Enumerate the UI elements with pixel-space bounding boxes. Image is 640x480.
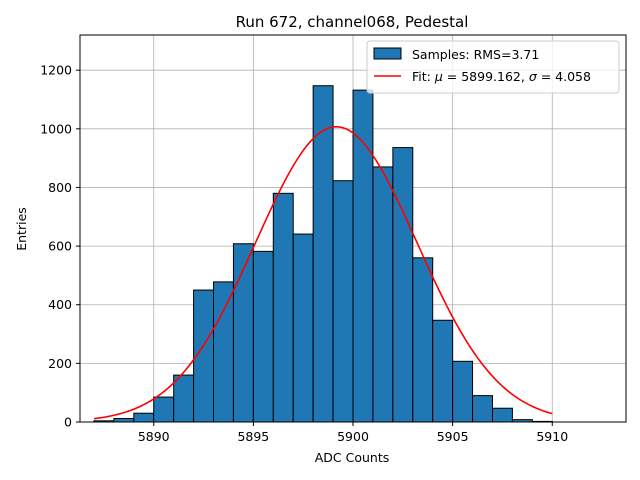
histogram-bar: [252, 250, 274, 423]
x-tick-label: 5905: [437, 429, 469, 444]
legend-box: [366, 40, 620, 94]
legend-swatch-samples: [373, 47, 402, 60]
gaussian-fit-curve: [93, 125, 553, 420]
histogram-bar: [292, 233, 314, 423]
histogram-bar: [213, 281, 234, 423]
histogram-bar: [113, 417, 135, 423]
histogram-bar: [392, 147, 414, 423]
legend: Samples: RMS=3.71 Fit: μ = 5899.162, σ =…: [366, 40, 620, 94]
histogram-bar: [412, 257, 434, 423]
legend-label-fit: Fit: μ = 5899.162, σ = 4.058: [412, 69, 591, 84]
y-tick-label: 400: [48, 297, 72, 312]
histogram-bar: [272, 192, 294, 423]
x-tick-label: 5910: [536, 429, 568, 444]
y-axis-label: Entries: [14, 207, 29, 251]
histogram-bar: [173, 374, 195, 423]
y-axis-ticks: 0 200 400 600 800 1000 1200: [40, 63, 80, 430]
y-tick-label: 1200: [40, 63, 72, 78]
histogram-bar: [452, 360, 474, 423]
y-tick-label: 600: [48, 239, 72, 254]
x-axis-label: ADC Counts: [315, 450, 390, 465]
x-tick-label: 5890: [138, 429, 170, 444]
histogram-bar: [153, 396, 175, 423]
histogram-bar: [133, 412, 155, 423]
histogram-bars: [93, 85, 553, 423]
histogram-bar: [352, 89, 374, 423]
x-tick-label: 5895: [237, 429, 269, 444]
histogram-bar: [332, 180, 354, 423]
y-tick-label: 800: [48, 180, 72, 195]
y-tick-label: 1000: [40, 121, 72, 136]
y-tick-label: 200: [48, 356, 72, 371]
histogram-bar: [472, 395, 493, 423]
chart-title: Run 672, channel068, Pedestal: [236, 13, 469, 31]
y-tick-label: 0: [64, 415, 72, 430]
histogram-bar: [491, 407, 513, 423]
x-axis-ticks: 5890 5895 5900 5905 5910: [138, 422, 568, 444]
histogram-bar: [372, 166, 394, 423]
x-tick-label: 5900: [337, 429, 369, 444]
histogram-bar: [432, 319, 454, 423]
legend-label-samples: Samples: RMS=3.71: [412, 47, 539, 62]
